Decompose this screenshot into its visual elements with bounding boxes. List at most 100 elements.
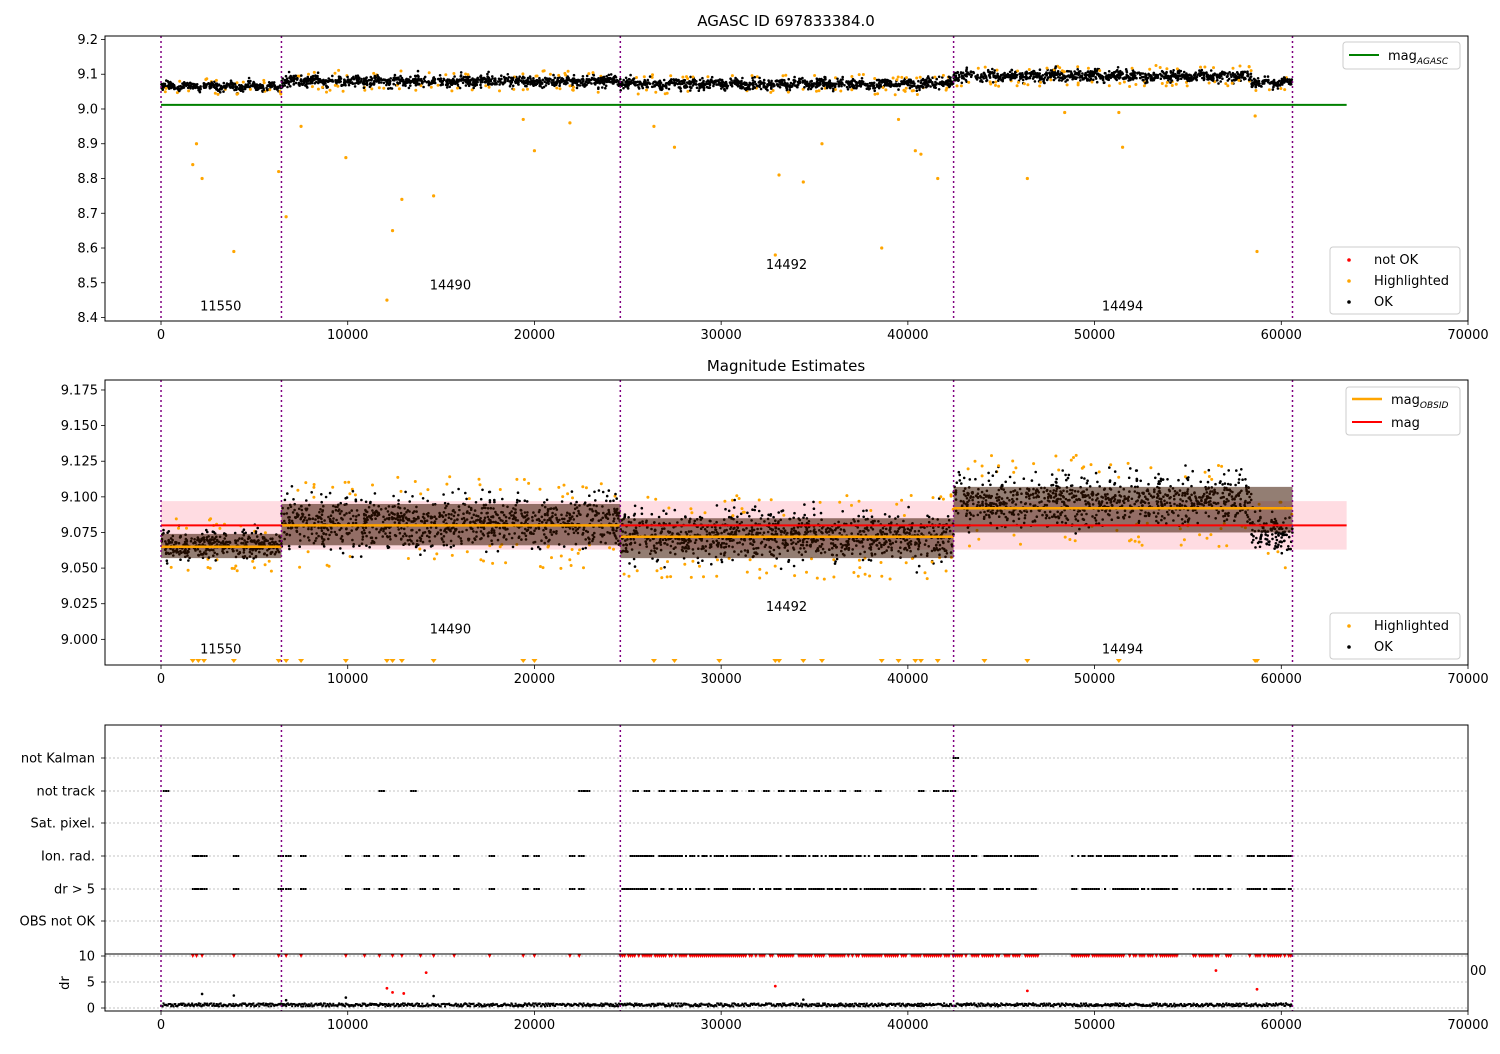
- highlighted-point: [555, 87, 558, 90]
- highlighted-point: [582, 566, 585, 569]
- ok-point: [731, 85, 734, 88]
- ok-point: [853, 87, 856, 90]
- ok-point: [389, 77, 392, 80]
- ok-point: [828, 79, 831, 82]
- ok-point: [1183, 71, 1186, 74]
- ok-point: [690, 86, 693, 89]
- ok-point: [312, 75, 315, 78]
- highlighted-point: [1123, 81, 1126, 84]
- ok-point: [976, 78, 979, 81]
- ok-point: [182, 86, 185, 89]
- highlighted-point: [945, 570, 948, 573]
- highlighted-point: [428, 71, 431, 74]
- ok-point: [269, 83, 272, 86]
- highlighted-outlier: [432, 194, 435, 197]
- ok-point: [753, 76, 756, 79]
- highlighted-point: [751, 74, 754, 77]
- ok-point: [1001, 80, 1004, 83]
- ok-point: [355, 75, 358, 78]
- highlighted-outlier: [880, 246, 883, 249]
- x-tick-label: 10000: [327, 328, 368, 343]
- ok-point: [1097, 73, 1100, 76]
- ok-point: [311, 82, 314, 85]
- ok-point: [409, 84, 412, 87]
- ok-point: [991, 71, 994, 74]
- highlighted-point: [1026, 83, 1029, 86]
- highlighted-point: [956, 84, 959, 87]
- ok-point: [1125, 76, 1128, 79]
- ok-point: [1135, 77, 1138, 80]
- ok-point: [1066, 79, 1069, 82]
- ok-point: [899, 83, 902, 86]
- ok-point: [224, 87, 227, 90]
- highlighted-point: [433, 557, 436, 560]
- ok-point: [1163, 77, 1166, 80]
- ok-point: [848, 84, 851, 87]
- highlighted-point: [466, 550, 469, 553]
- ok-point: [629, 82, 632, 85]
- highlighted-point: [892, 77, 895, 80]
- highlighted-point: [311, 85, 314, 88]
- ok-point: [1132, 70, 1135, 73]
- highlighted-point: [669, 74, 672, 77]
- ok-point: [408, 87, 411, 90]
- highlighted-point: [1186, 84, 1189, 87]
- ok-point: [546, 499, 549, 502]
- ok-point: [405, 81, 408, 84]
- highlighted-point: [568, 558, 571, 561]
- ok-point: [259, 83, 262, 86]
- ok-point: [378, 81, 381, 84]
- highlighted-point: [542, 566, 545, 569]
- ok-point: [789, 84, 792, 87]
- ok-point: [928, 81, 931, 84]
- highlighted-point: [1208, 82, 1211, 85]
- highlighted-point: [329, 89, 332, 92]
- ok-point: [1222, 73, 1225, 76]
- highlighted-point: [942, 498, 945, 501]
- ok-point: [1272, 86, 1275, 89]
- ok-point: [196, 83, 199, 86]
- ok-point: [824, 76, 827, 79]
- ok-point: [527, 77, 530, 80]
- ok-point: [1045, 71, 1048, 74]
- ok-point: [718, 83, 721, 86]
- ok-point: [673, 84, 676, 87]
- highlighted-point: [307, 73, 310, 76]
- ok-point: [474, 85, 477, 88]
- ok-point: [522, 76, 525, 79]
- highlighted-point: [164, 90, 167, 93]
- panel-magnitude-estimates: Magnitude Estimates 11550144901449214494…: [61, 357, 1489, 687]
- ok-point: [396, 81, 399, 84]
- ok-point: [365, 501, 368, 504]
- ok-point: [424, 76, 427, 79]
- ok-point: [929, 85, 932, 88]
- ok-point: [1157, 74, 1160, 77]
- ok-point: [829, 87, 832, 90]
- ok-point: [327, 77, 330, 80]
- highlighted-point: [942, 74, 945, 77]
- highlighted-point: [448, 475, 451, 478]
- ok-point: [179, 88, 182, 91]
- highlighted-point: [488, 86, 491, 89]
- ok-point: [649, 75, 652, 78]
- highlighted-point: [321, 86, 324, 89]
- ok-point: [1283, 76, 1286, 79]
- ok-point: [1178, 72, 1181, 75]
- ok-point: [806, 85, 809, 88]
- highlighted-point: [370, 87, 373, 90]
- ok-point: [576, 87, 579, 90]
- ok-point: [205, 84, 208, 87]
- highlighted-point: [549, 73, 552, 76]
- highlighted-point: [1268, 88, 1271, 91]
- ok-point: [484, 81, 487, 84]
- ok-point: [698, 89, 701, 92]
- ok-point: [338, 75, 341, 78]
- ok-point: [1081, 72, 1084, 75]
- ok-point: [329, 492, 332, 495]
- ok-point: [1291, 78, 1294, 81]
- x-tick-label: 30000: [700, 328, 741, 343]
- ok-point: [554, 77, 557, 80]
- ok-point: [859, 83, 862, 86]
- ok-point: [1138, 71, 1141, 74]
- highlighted-point: [175, 517, 178, 520]
